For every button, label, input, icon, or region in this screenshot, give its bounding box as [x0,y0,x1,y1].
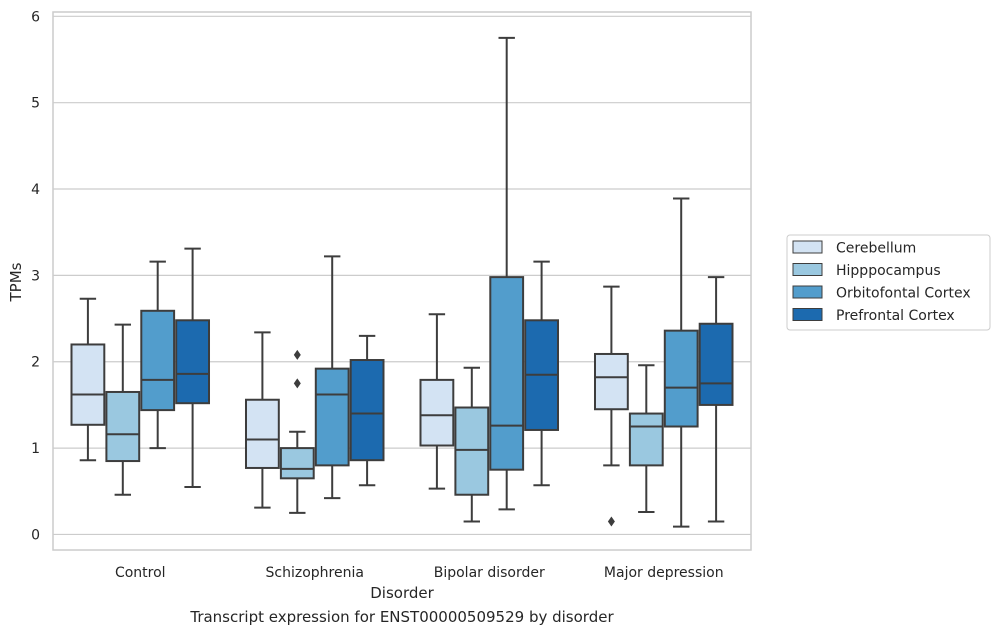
box [140,309,176,412]
box-3-1 [628,364,664,514]
y-axis-title: TPMs [7,262,25,302]
y-axis: 0 1 2 3 4 5 6 [31,9,40,543]
y-tick-label: 1 [31,441,40,457]
legend-label: Prefrontal Cortex [836,308,955,324]
box [279,447,315,480]
legend-label: Orbitofontal Cortex [836,286,971,302]
legend-swatch [792,263,823,276]
plot-area [70,36,734,528]
box [349,359,385,462]
box-2-2 [489,36,525,511]
box-0-3 [175,247,211,488]
legend-swatch [792,285,823,299]
box [419,378,455,447]
y-tick-label: 0 [31,527,40,543]
box [698,322,734,406]
box-0-0 [70,297,106,462]
x-axis-title: Disorder [370,584,434,602]
x-tick-label: Major depression [604,565,724,581]
x-tick-label: Schizophrenia [266,565,364,581]
box-0-2 [140,260,176,450]
legend-frame [786,234,991,331]
box [454,406,490,496]
y-tick-label: 6 [31,9,40,25]
box [244,398,280,469]
box-2-1 [454,366,490,523]
box-2-3 [524,260,560,487]
plot-frame [52,11,752,551]
outlier-point [293,378,301,389]
box [593,352,629,411]
chart-caption: Transcript expression for ENST0000050952… [190,608,614,626]
box [175,319,211,405]
box-1-0 [244,331,280,509]
legend-label: Cerebellum [836,241,916,257]
y-tick-label: 5 [31,96,40,112]
box-3-3 [698,276,734,523]
box-3-0 [593,285,629,527]
outlier-point [293,349,301,360]
box-0-1 [105,323,141,496]
legend-swatch [792,240,823,254]
x-tick-label: Bipolar disorder [434,565,545,581]
legend: Cerebellum Hipppocampus Orbitofontal Corte… [786,234,991,331]
y-tick-label: 4 [31,182,40,198]
legend-label: Hipppocampus [836,263,941,279]
y-tick-label: 3 [31,268,40,284]
x-tick-label: Control [115,565,166,581]
box [628,412,664,467]
box [314,367,350,467]
box-1-2 [314,255,350,500]
y-tick-label: 2 [31,355,40,371]
box-2-0 [419,313,455,490]
box [70,343,106,426]
box-1-3 [349,334,385,487]
box-3-2 [663,197,699,528]
box-1-1 [279,349,315,514]
box [663,329,699,428]
x-axis: Control Schizophrenia Bipolar disorder Majo… [115,565,724,581]
box [105,390,141,463]
outlier-point [607,516,615,527]
box [489,276,525,471]
legend-swatch [792,308,823,321]
